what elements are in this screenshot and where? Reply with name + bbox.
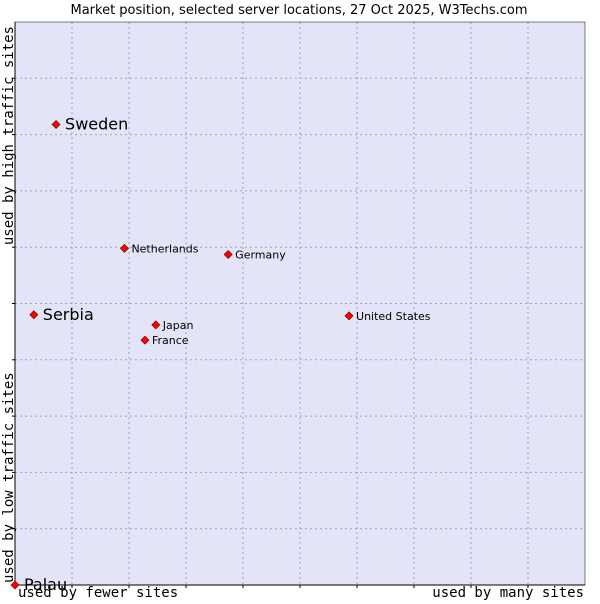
data-label-palau: Palau (24, 575, 67, 594)
data-label-sweden: Sweden (65, 114, 128, 133)
data-point-france (140, 335, 150, 345)
data-point-japan (151, 320, 161, 330)
data-label-france: France (152, 334, 189, 347)
data-label-netherlands: Netherlands (131, 242, 198, 255)
data-label-united-states: United States (356, 310, 431, 323)
data-label-germany: Germany (235, 249, 286, 262)
data-point-united-states (344, 311, 354, 321)
data-point-netherlands (119, 243, 129, 253)
x-axis-label-high: used by many sites (432, 585, 584, 600)
chart-title: Market position, selected server locatio… (70, 3, 527, 18)
data-label-japan: Japan (162, 319, 194, 332)
grid (15, 22, 585, 585)
data-point-palau (10, 580, 20, 590)
y-axis-label-low: used by low traffic sites (1, 372, 17, 583)
data-point-sweden (51, 119, 61, 129)
y-axis-label-high: used by high traffic sites (1, 26, 17, 245)
x-axis-label-low: used by fewer sites (18, 585, 178, 600)
data-point-germany (223, 250, 233, 260)
data-point-serbia (29, 310, 39, 320)
data-points (10, 119, 354, 590)
data-label-serbia: Serbia (43, 305, 94, 324)
data-labels: Sweden Netherlands Germany Serbia Japan Franc… (24, 114, 431, 594)
axes (12, 21, 586, 588)
